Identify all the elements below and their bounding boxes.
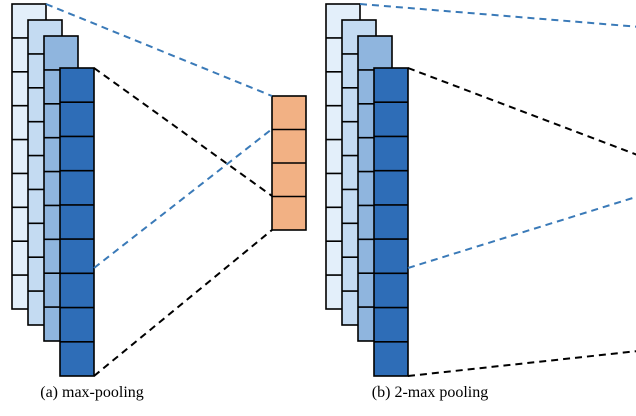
caption-2-max-pooling: (b) 2-max pooling xyxy=(371,384,489,401)
panel-0-feature-map-4 xyxy=(59,67,95,377)
panel-1-feature-map-4-frame xyxy=(373,67,409,377)
panel-0-blue-connector-bottom xyxy=(93,128,273,269)
panel-0-pooled-output xyxy=(271,95,307,231)
caption-max-pooling: (a) max-pooling xyxy=(40,384,144,401)
panel-1-feature-map-4 xyxy=(373,67,409,377)
panel-0-blue-connector-top xyxy=(45,3,273,97)
panel-1-black-connector-bottom xyxy=(407,350,636,377)
panel-1-black-connector-top xyxy=(407,67,636,156)
panel-1-blue-connector-bottom xyxy=(407,195,636,269)
panel-0-feature-map-4-frame xyxy=(59,67,95,377)
panel-0-black-connector-top xyxy=(93,67,273,197)
panel-0-black-connector-bottom xyxy=(93,229,273,377)
panel-1-blue-connector-top xyxy=(359,3,636,28)
